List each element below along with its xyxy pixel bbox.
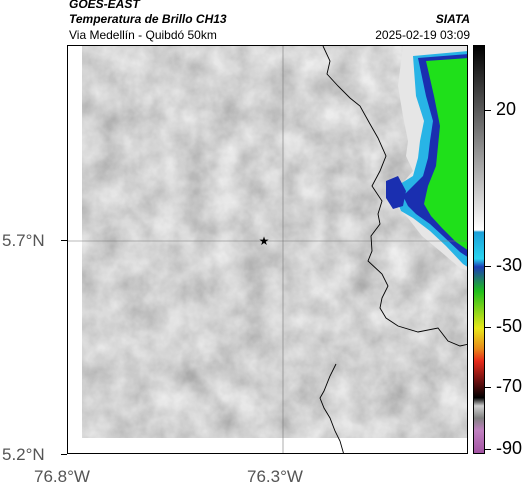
colorbar-tick	[485, 110, 491, 111]
colorbar-gradient	[474, 46, 484, 453]
lat-label-5-7: 5.7°N	[2, 231, 45, 250]
map-canvas: ★	[68, 46, 467, 453]
colorbar-label-minus-30: -30	[496, 255, 523, 275]
temperature-colorbar	[473, 45, 485, 454]
product-title: Temperatura de Brillo CH13	[69, 12, 227, 26]
location-marker-icon[interactable]: ★	[259, 234, 270, 248]
lat-tick	[61, 240, 67, 241]
timestamp: 2025-02-19 03:09	[375, 28, 470, 42]
colorbar-label-minus-90: -90	[496, 438, 523, 458]
lat-label-5-2: 5.2°N	[2, 445, 45, 464]
cold-cloud-green	[424, 58, 467, 250]
lat-tick	[61, 454, 67, 455]
colorbar-label-minus-70: -70	[496, 376, 523, 396]
colorbar-label-minus-50: -50	[496, 316, 523, 336]
satellite-map[interactable]: ★	[67, 45, 468, 454]
colorbar-label-20: 20	[496, 99, 517, 119]
municipal-border	[319, 363, 344, 453]
cold-cloud-inner-blue	[386, 176, 406, 209]
colorbar-tick	[485, 327, 491, 328]
colorbar-tick	[485, 449, 491, 450]
department-border	[322, 46, 467, 347]
lon-label-76-3: 76.3°W	[247, 467, 303, 486]
satellite-name: GOES-EAST	[69, 0, 140, 11]
lon-label-76-8: 76.8°W	[34, 467, 90, 486]
organization-label: SIATA	[435, 12, 470, 26]
colorbar-tick	[485, 266, 491, 267]
region-subtitle: Via Medellín - Quibdó 50km	[69, 28, 217, 42]
colorbar-tick	[485, 387, 491, 388]
